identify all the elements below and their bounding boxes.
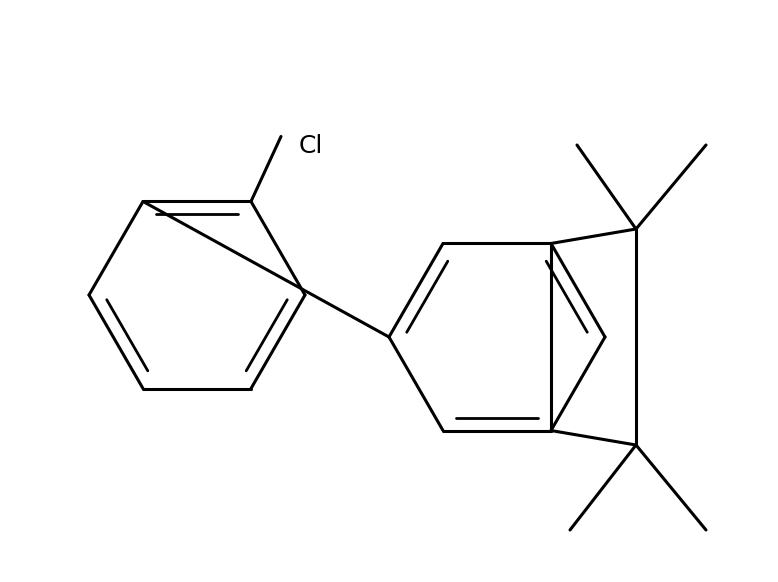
Text: Cl: Cl <box>299 134 324 158</box>
